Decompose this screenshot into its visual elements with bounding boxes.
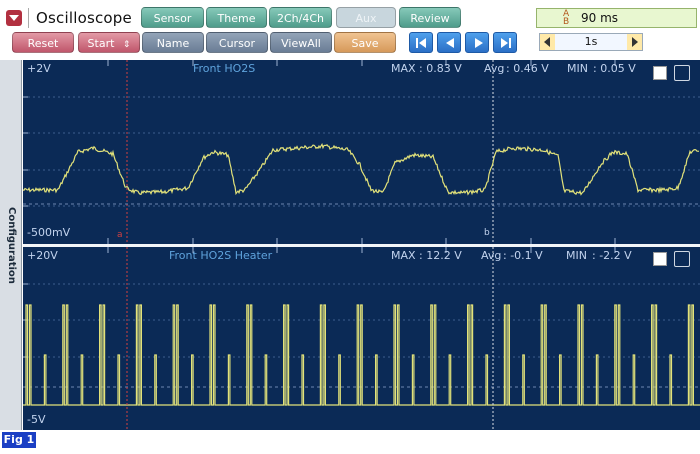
channel-1-avg-value: : 0.46 V bbox=[506, 62, 549, 75]
channel-1-trace bbox=[23, 143, 700, 196]
configuration-tab[interactable]: Configuration bbox=[0, 60, 22, 430]
channel-1-expand-icon[interactable] bbox=[674, 65, 690, 81]
channel-1-avg-label: Avg bbox=[484, 62, 505, 75]
channel-1-min-value: : 0.05 V bbox=[593, 62, 636, 75]
channel-1-plot bbox=[23, 60, 700, 244]
viewall-button[interactable]: ViewAll bbox=[270, 32, 332, 53]
channel-2-top-label: +20V bbox=[27, 249, 58, 262]
channel-1-checkbox[interactable] bbox=[653, 66, 667, 80]
figure-tag: Fig 1 bbox=[2, 432, 36, 448]
channel-2-bottom-label: -5V bbox=[27, 413, 46, 426]
start-dropdown-icon: ⇕ bbox=[122, 40, 131, 50]
step-back-icon[interactable] bbox=[437, 32, 461, 53]
channel-2-max-label: MAX bbox=[391, 249, 416, 262]
channel-2-min-value: : -2.2 V bbox=[592, 249, 632, 262]
start-label: Start bbox=[87, 37, 115, 50]
cursor-a-label: a bbox=[117, 230, 123, 240]
title-divider bbox=[28, 8, 29, 28]
channel-2-plot bbox=[23, 247, 700, 430]
time-scale-selector[interactable]: 1s bbox=[539, 33, 643, 51]
channel-2-trace bbox=[23, 304, 700, 406]
sensor-button[interactable]: Sensor bbox=[141, 7, 204, 28]
cursor-b-label: b bbox=[484, 228, 490, 238]
channel-1-top-label: +2V bbox=[27, 62, 51, 75]
time-scale-left-arrow-icon[interactable] bbox=[540, 34, 555, 50]
app-title: Oscilloscope bbox=[36, 9, 132, 27]
reset-button[interactable]: Reset bbox=[12, 32, 74, 53]
channel-1-min-label: MIN bbox=[567, 62, 588, 75]
skip-to-end-icon[interactable] bbox=[493, 32, 517, 53]
channel-2-name: Front HO2S Heater bbox=[169, 249, 273, 262]
aux-button[interactable]: Aux bbox=[336, 7, 396, 28]
configuration-label: Configuration bbox=[6, 206, 17, 284]
channel-2-min-label: MIN bbox=[566, 249, 587, 262]
channel-separator bbox=[23, 244, 700, 247]
review-button[interactable]: Review bbox=[399, 7, 461, 28]
save-button[interactable]: Save bbox=[334, 32, 396, 53]
channel-1-panel: +2V Front HO2S MAX : 0.83 V Avg : 0.46 V… bbox=[23, 60, 700, 244]
start-button[interactable]: Start ⇕ bbox=[78, 32, 140, 53]
channel-2-avg-value: : -0.1 V bbox=[503, 249, 543, 262]
name-button[interactable]: Name bbox=[142, 32, 204, 53]
channel-1-name: Front HO2S bbox=[193, 62, 256, 75]
channel-2-checkbox[interactable] bbox=[653, 252, 667, 266]
channel-count-button[interactable]: 2Ch/4Ch bbox=[269, 7, 332, 28]
channel-1-bottom-label: -500mV bbox=[27, 226, 71, 239]
skip-to-start-icon[interactable] bbox=[409, 32, 433, 53]
channel-2-expand-icon[interactable] bbox=[674, 251, 690, 267]
time-scale-right-arrow-icon[interactable] bbox=[627, 34, 642, 50]
top-toolbar: Oscilloscope Sensor Theme 2Ch/4Ch Aux Re… bbox=[0, 0, 700, 60]
channel-1-max-value: : 0.83 V bbox=[419, 62, 462, 75]
channel-2-avg-label: Avg bbox=[481, 249, 502, 262]
channel-2-max-value: : 12.2 V bbox=[419, 249, 462, 262]
time-scale-value: 1s bbox=[584, 35, 598, 48]
step-forward-icon[interactable] bbox=[465, 32, 489, 53]
theme-button[interactable]: Theme bbox=[206, 7, 267, 28]
cursor-button[interactable]: Cursor bbox=[206, 32, 268, 53]
sample-rate-value: 90 ms bbox=[581, 11, 619, 25]
channel-2-panel: +20V Front HO2S Heater MAX : 12.2 V Avg … bbox=[23, 247, 700, 430]
channel-1-max-label: MAX bbox=[391, 62, 416, 75]
dropdown-arrow-icon[interactable] bbox=[6, 10, 22, 26]
